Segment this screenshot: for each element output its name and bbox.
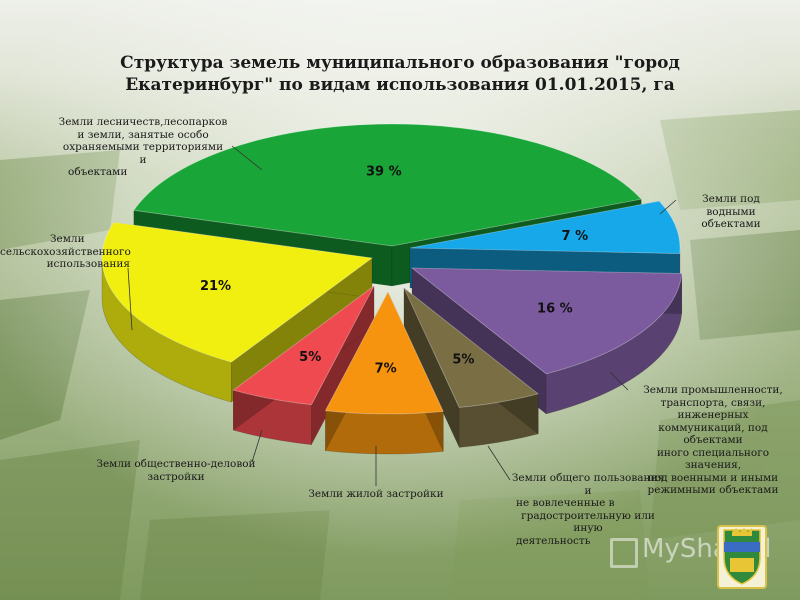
slice-label-agriculture: Земли сельскохозяйственного использовани… <box>0 233 131 271</box>
pie-pct-label-6: 21% <box>200 279 231 294</box>
slice-label-water-line: Земли под водными <box>702 193 760 218</box>
watermark-icon <box>610 538 638 568</box>
slice-label-residential: Земли жилой застройки <box>306 488 446 501</box>
leader-line-0 <box>231 145 263 171</box>
coat-of-arms-logo <box>717 525 767 589</box>
pie-slice-5 <box>232 285 375 406</box>
slice-label-business: Земли общественно-деловой застройки <box>96 458 256 483</box>
pie-pct-label-0: 39 % <box>366 164 402 179</box>
slice-label-industry: Земли промышленности, транспорта, связи,… <box>628 384 798 497</box>
slice-label-industry-line: иного специального значения, <box>656 446 770 472</box>
leader-line-2 <box>609 371 629 391</box>
slice-label-industry-line: коммуникаций, под объектами <box>658 421 768 447</box>
pie-slice-side-4 <box>325 410 444 455</box>
slice-label-industry-line: Земли промышленности, <box>643 384 783 396</box>
slice-label-public-use-line: не вовлеченные в <box>516 497 615 509</box>
pie-slice-wall-3 <box>403 287 460 448</box>
pie-slice-4 <box>324 291 444 415</box>
slice-label-public-use-line: градостроительную или иную <box>521 509 655 535</box>
pie-pct-labels: 39 % 7 % 16 % 5% 7% 5% 21% <box>200 164 588 376</box>
slice-label-public-use: Земли общего пользования и не вовлеченны… <box>508 472 668 547</box>
slice-label-water: Земли под водными объектами <box>676 193 786 231</box>
slice-label-forest-line: Земли лесничеств,лесопарков <box>58 116 228 128</box>
chart-title-line2: Екатеринбург" по видам использования 01.… <box>125 75 675 95</box>
pie-pct-label-4: 7% <box>375 362 397 377</box>
slice-label-public-use-line: деятельность <box>516 534 591 547</box>
slice-label-forest: Земли лесничеств,лесопарков и земли, зан… <box>58 116 228 179</box>
slice-label-business-line: Земли общественно-деловой <box>96 458 256 470</box>
slice-label-industry-line: режимными объектами <box>647 484 779 496</box>
slice-label-forest-line: и земли, занятые особо <box>77 128 209 141</box>
slice-label-agriculture-line: использования <box>46 258 130 270</box>
pie-slice-1 <box>409 200 681 254</box>
slice-label-forest-line: охраняемыми территориями и <box>62 141 224 166</box>
slice-label-business-line: застройки <box>147 470 205 483</box>
slice-label-public-use-line: Земли общего пользования и <box>511 472 665 497</box>
leader-line-1 <box>659 199 677 215</box>
leader-line-3 <box>487 445 511 481</box>
chart-title-line1: Структура земель муниципального образова… <box>120 53 680 73</box>
pie-pct-label-1: 7 % <box>562 229 589 244</box>
pie-slice-0 <box>133 123 643 247</box>
slice-label-industry-line: транспорта, связи, инженерных <box>660 396 766 422</box>
slice-label-industry-line: под военными и иными <box>647 471 779 484</box>
pie-pct-label-5: 5% <box>299 350 321 365</box>
slice-label-agriculture-line: сельскохозяйственного <box>0 245 131 258</box>
pie-slice-tops <box>101 123 683 415</box>
pie-pct-label-3: 5% <box>452 353 474 368</box>
slice-label-water-line: объектами <box>701 218 761 230</box>
pie-slice-6 <box>101 221 374 363</box>
pie-pct-label-2: 16 % <box>537 301 573 316</box>
leader-line-5 <box>251 429 263 463</box>
chart-title: Структура земель муниципального образова… <box>120 52 680 96</box>
pie-leader-lines <box>127 145 677 486</box>
pie-slice-3 <box>403 287 540 408</box>
slice-label-agriculture-line: Земли <box>50 233 85 245</box>
pie-slice-2 <box>410 267 683 375</box>
slice-label-forest-line: объектами <box>68 166 128 178</box>
slice-label-residential-line: Земли жилой застройки <box>308 488 444 500</box>
leader-line-6 <box>127 267 133 331</box>
